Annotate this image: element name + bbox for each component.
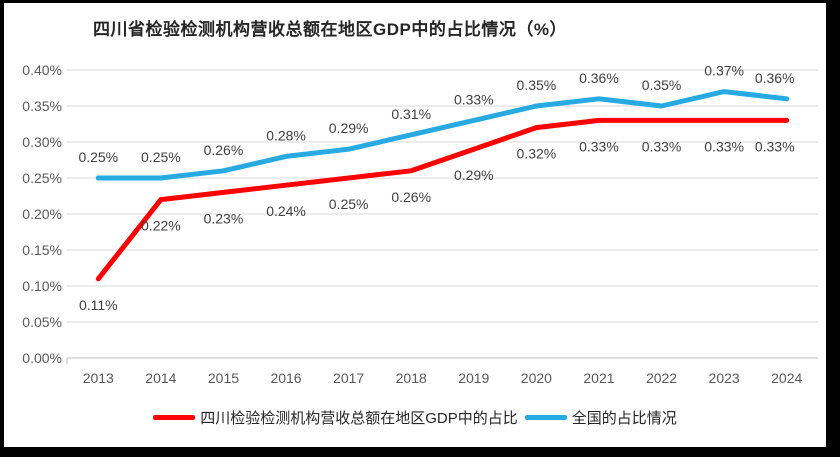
x-tick-label: 2018: [396, 370, 427, 386]
y-tick-label: 0.05%: [22, 314, 62, 330]
data-label: 0.22%: [141, 218, 181, 234]
chart-legend: 四川检验检测机构营收总额在地区GDP中的占比 全国的占比情况: [4, 406, 826, 428]
x-tick-label: 2020: [521, 370, 552, 386]
data-label: 0.31%: [391, 106, 431, 122]
x-tick-label: 2023: [709, 370, 740, 386]
data-label: 0.33%: [454, 91, 494, 107]
legend-item-label: 四川检验检测机构营收总额在地区GDP中的占比: [200, 409, 518, 427]
data-label: 0.29%: [329, 120, 369, 136]
legend-line-swatch: [524, 414, 567, 420]
legend-item: 全国的占比情况: [524, 407, 677, 428]
chart-title: 四川省检验检测机构营收总额在地区GDP中的占比情况（%）: [93, 20, 567, 39]
y-tick-label: 0.10%: [22, 278, 62, 294]
legend-line-swatch: [153, 414, 196, 420]
data-label: 0.36%: [755, 70, 795, 86]
x-tick-label: 2019: [458, 370, 489, 386]
y-tick-label: 0.30%: [22, 134, 62, 150]
data-label: 0.33%: [579, 138, 619, 154]
x-tick-label: 2021: [583, 370, 614, 386]
x-tick-label: 2024: [771, 370, 802, 386]
y-tick-label: 0.40%: [22, 62, 62, 78]
data-label: 0.28%: [266, 127, 306, 143]
data-label: 0.35%: [642, 77, 682, 93]
y-tick-label: 0.15%: [22, 242, 62, 258]
data-label: 0.23%: [204, 210, 244, 226]
data-label: 0.33%: [704, 138, 744, 154]
legend-item-label: 全国的占比情况: [571, 409, 677, 427]
y-tick-label: 0.00%: [22, 350, 62, 366]
data-label: 0.25%: [329, 196, 369, 212]
data-label: 0.33%: [642, 138, 682, 154]
data-label: 0.11%: [79, 297, 118, 313]
legend-item: 四川检验检测机构营收总额在地区GDP中的占比: [153, 407, 518, 428]
line-chart: 0.00% 0.05% 0.10% 0.15% 0.20% 0.25% 0.30% 0.35%…: [22, 62, 818, 386]
data-label: 0.36%: [579, 70, 619, 86]
data-label: 0.32%: [517, 146, 557, 162]
data-label: 0.25%: [78, 149, 118, 165]
chart-panel: 四川省检验检测机构营收总额在地区GDP中的占比情况（%） 0.00% 0.05% 0…: [4, 3, 826, 447]
x-tick-label: 2014: [145, 370, 176, 386]
x-tick-label: 2013: [83, 370, 114, 386]
x-tick-label: 2016: [270, 370, 301, 386]
data-label: 0.29%: [454, 167, 494, 183]
x-tick-label: 2022: [646, 370, 677, 386]
x-tick-label: 2015: [208, 370, 239, 386]
y-tick-label: 0.20%: [22, 206, 62, 222]
y-tick-label: 0.25%: [22, 170, 62, 186]
data-label: 0.37%: [704, 63, 744, 79]
data-label: 0.33%: [755, 138, 795, 154]
plot-area: 0.00% 0.05% 0.10% 0.15% 0.20% 0.25% 0.30% 0.35%…: [4, 3, 826, 447]
data-label: 0.35%: [517, 77, 557, 93]
data-label: 0.26%: [204, 142, 244, 158]
data-label: 0.26%: [391, 189, 431, 205]
x-tick-label: 2017: [333, 370, 364, 386]
series-line: [95, 117, 790, 282]
y-tick-label: 0.35%: [22, 98, 62, 114]
series-line: [95, 89, 790, 181]
data-label: 0.24%: [266, 203, 306, 219]
data-label: 0.25%: [141, 149, 181, 165]
